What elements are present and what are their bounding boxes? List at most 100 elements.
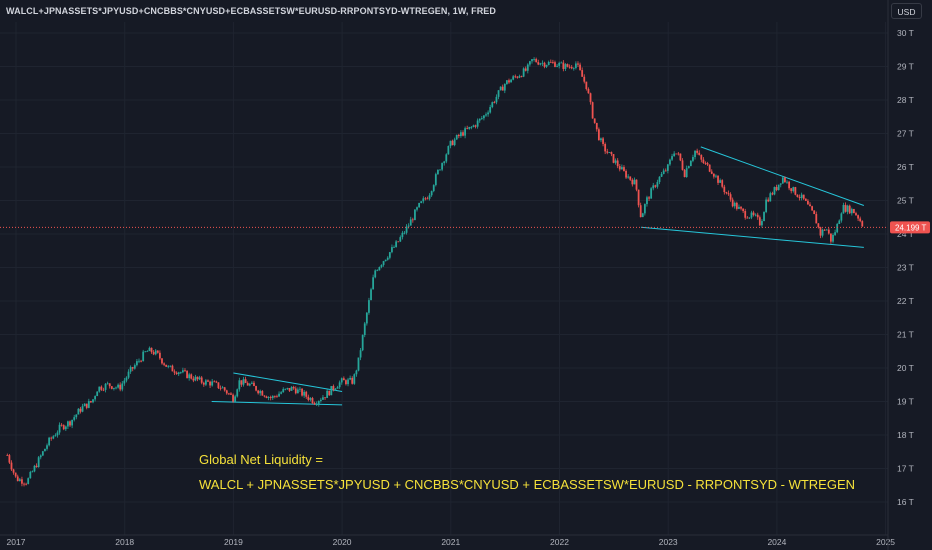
candle-body (336, 387, 339, 389)
candle-body (437, 170, 439, 175)
candle-body (35, 465, 38, 468)
candle-body (37, 457, 40, 468)
candle-body (850, 209, 853, 214)
candle-body (848, 205, 851, 214)
candle-body (627, 176, 630, 178)
candle-body (60, 424, 63, 426)
candle-body (821, 229, 824, 236)
candle-body (165, 364, 168, 367)
candle-body (792, 187, 795, 192)
candle-body (110, 386, 113, 389)
candle-body (232, 394, 234, 402)
candle-body (50, 437, 53, 439)
candle-body (10, 462, 13, 470)
candle-body (587, 89, 590, 94)
x-tick-label: 2019 (224, 537, 243, 547)
candle-body (589, 93, 592, 103)
candle-body (257, 390, 260, 394)
candle-body (612, 154, 615, 163)
candle-body (827, 229, 830, 234)
candle-body (687, 166, 690, 169)
currency-button[interactable]: USD (891, 3, 922, 19)
candle-body (681, 160, 684, 170)
candle-body (836, 223, 839, 233)
candle-body (562, 62, 565, 69)
candle-body (420, 201, 423, 203)
candle-body (551, 62, 554, 63)
candle-body (838, 220, 841, 224)
candle-body (87, 401, 90, 408)
candle-body (468, 126, 471, 129)
candle-body (560, 62, 563, 64)
candle-body (148, 347, 151, 352)
candle-body (92, 399, 94, 403)
candle-body (209, 381, 211, 386)
trendline[interactable] (233, 372, 343, 392)
candle-body (541, 62, 544, 64)
candle-body (731, 199, 734, 207)
trendline[interactable] (211, 401, 343, 406)
last-price-label: 24.199 T (895, 223, 927, 232)
candle-body (16, 476, 19, 482)
candle-body (39, 455, 42, 458)
candle-body (411, 219, 414, 221)
candle-body (794, 187, 797, 195)
candle-body (382, 261, 385, 265)
candle-body (190, 374, 193, 379)
candle-body (129, 367, 132, 372)
candle-body (715, 175, 717, 177)
candle-body (518, 76, 521, 78)
candle-body (44, 448, 46, 452)
candle-body (738, 206, 740, 209)
candle-body (811, 206, 814, 211)
candle-body (146, 351, 149, 352)
candle-body (236, 389, 239, 397)
candle-body (658, 176, 661, 183)
candle-body (574, 63, 577, 68)
candle-body (802, 194, 805, 199)
candle-body (746, 217, 749, 219)
candle-body (708, 164, 711, 172)
candle-body (796, 194, 799, 197)
candle-body (673, 153, 676, 157)
candle-body (604, 143, 607, 152)
candle-body (742, 208, 745, 212)
candle-body (424, 198, 427, 200)
candle-body (161, 358, 163, 364)
candle-body (123, 380, 126, 384)
candle-body (579, 64, 581, 71)
candle-body (418, 202, 421, 208)
candle-body (637, 189, 640, 206)
candle-body (549, 61, 552, 63)
candle-body (432, 185, 435, 192)
candle-body (719, 180, 722, 183)
candle-body (451, 140, 454, 146)
y-tick-label: 29 T (897, 62, 914, 72)
candle-body (391, 247, 393, 253)
candle-body (202, 382, 205, 385)
candle-body (643, 204, 646, 214)
candle-body (652, 185, 655, 189)
trendline[interactable] (640, 226, 864, 248)
candle-body (445, 154, 448, 162)
candle-body (683, 169, 686, 178)
candle-body (696, 150, 699, 153)
candle-body (662, 170, 665, 174)
candle-body (790, 188, 793, 192)
candle-body (516, 76, 519, 78)
y-tick-label: 24 T (897, 229, 914, 239)
candle-body (269, 397, 272, 398)
candle-body (311, 398, 314, 404)
trendline[interactable] (700, 146, 865, 206)
candle-body (282, 389, 285, 393)
candle-body (33, 465, 36, 472)
candle-body (531, 59, 533, 62)
candle-body (338, 382, 341, 388)
candle-body (857, 215, 859, 219)
candle-body (539, 63, 542, 65)
candle-body (167, 366, 170, 368)
candle-body (234, 396, 237, 402)
candle-body (163, 363, 165, 365)
candle-body (225, 390, 228, 394)
